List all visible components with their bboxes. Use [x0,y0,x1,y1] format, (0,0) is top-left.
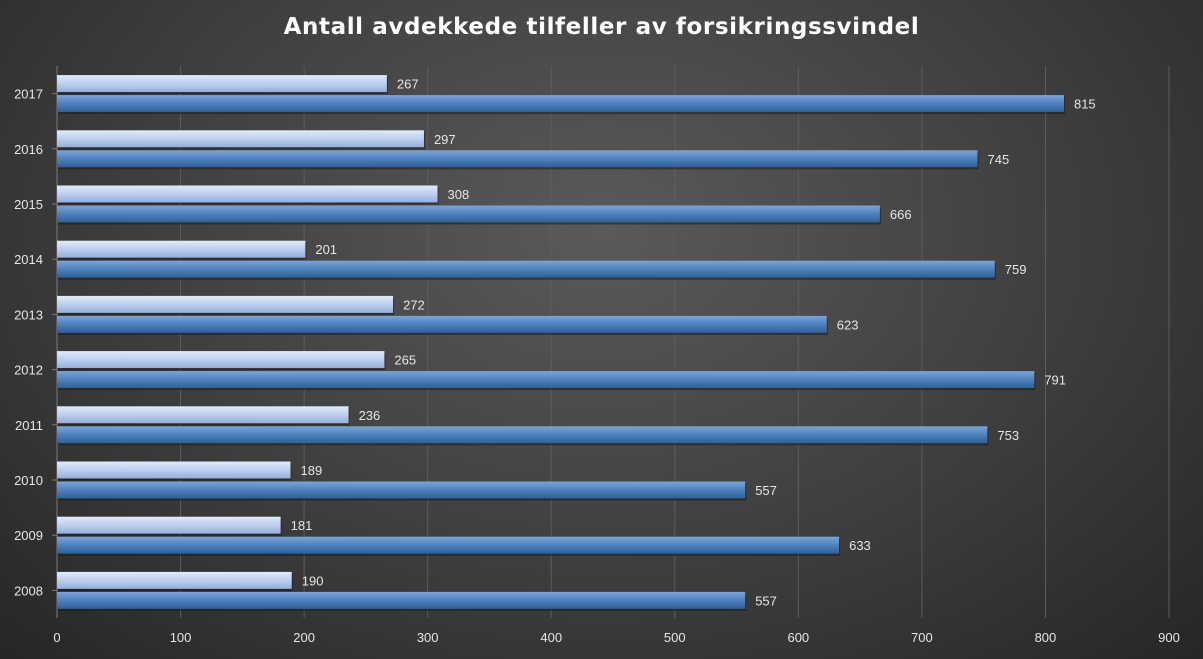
y-tick-label: 2015 [14,197,43,212]
x-tick-label: 300 [417,630,439,645]
data-label: 791 [1044,373,1066,388]
bar [57,371,1035,389]
data-label: 236 [359,408,381,423]
data-label: 666 [890,207,912,222]
data-label: 815 [1074,97,1096,112]
data-label: 308 [448,187,470,202]
x-tick-label: 600 [787,630,809,645]
y-tick-label: 2016 [14,142,43,157]
bar [57,205,880,223]
y-tick-label: 2010 [14,473,43,488]
y-tick-label: 2014 [14,252,43,267]
data-label: 557 [755,593,777,608]
bar [57,536,840,554]
bar [57,150,978,168]
y-tick-label: 2009 [14,528,43,543]
data-label: 181 [291,518,313,533]
data-label: 745 [987,152,1009,167]
bars [57,75,1065,611]
bar [57,75,387,93]
x-tick-label: 400 [540,630,562,645]
bar [57,95,1064,113]
x-tick-label: 0 [53,630,60,645]
bar [57,315,827,333]
y-tick-label: 2013 [14,307,43,322]
data-label: 753 [997,428,1019,443]
bar [57,295,394,313]
x-tick-label: 900 [1158,630,1180,645]
bar [57,426,988,444]
data-label: 557 [755,483,777,498]
bar [57,481,746,499]
chart-title: Antall avdekkede tilfeller av forsikring… [283,14,920,40]
y-tick-label: 2008 [14,583,43,598]
data-label: 633 [849,538,871,553]
x-tick-label: 500 [664,630,686,645]
y-tick-label: 2012 [14,363,43,378]
bar [57,351,385,369]
y-tick-label: 2011 [15,418,43,433]
data-label: 201 [315,242,337,257]
data-label: 265 [394,353,416,368]
labels: 0 100 200 300 400 500 600 700 800 900 2008 190 557 20… [14,77,1180,645]
bar [57,591,746,609]
bar [57,406,349,424]
bar [57,185,438,203]
data-label: 623 [837,317,859,332]
data-label: 759 [1005,262,1027,277]
y-tick-label: 2017 [14,87,43,102]
x-tick-label: 800 [1035,630,1057,645]
bar [57,461,291,479]
bar [57,571,292,589]
data-label: 297 [434,132,456,147]
data-label: 267 [397,77,419,92]
bar [57,130,424,148]
x-tick-label: 100 [170,630,192,645]
bar [57,240,306,258]
data-label: 189 [301,463,323,478]
data-label: 190 [302,573,324,588]
data-label: 272 [403,297,425,312]
x-tick-label: 200 [293,630,315,645]
bar [57,516,281,534]
bar [57,260,995,278]
x-tick-label: 700 [911,630,933,645]
